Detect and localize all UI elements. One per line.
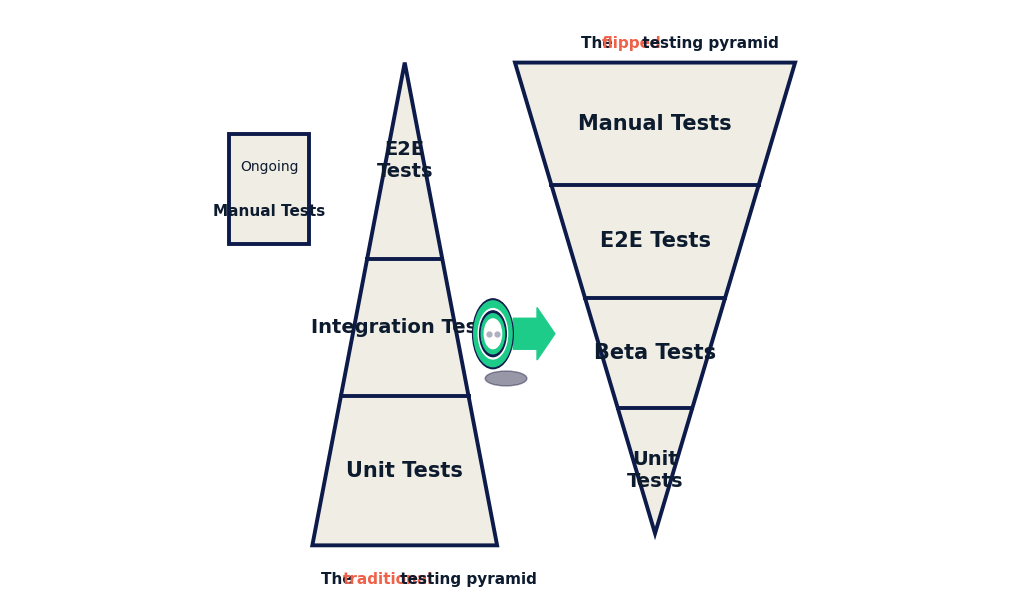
Text: Manual Tests: Manual Tests (579, 114, 732, 134)
Text: Manual Tests: Manual Tests (213, 204, 326, 219)
Text: traditional: traditional (343, 572, 433, 587)
FancyBboxPatch shape (229, 134, 309, 244)
Ellipse shape (484, 319, 502, 349)
Ellipse shape (474, 301, 512, 367)
Text: Ongoing: Ongoing (240, 160, 298, 174)
Ellipse shape (478, 309, 508, 359)
Text: testing pyramid: testing pyramid (637, 36, 778, 51)
FancyArrow shape (513, 308, 555, 360)
Text: Unit
Tests: Unit Tests (627, 451, 683, 491)
Ellipse shape (473, 299, 513, 369)
Polygon shape (312, 63, 497, 545)
Text: Unit Tests: Unit Tests (346, 461, 463, 481)
Ellipse shape (479, 311, 506, 356)
Text: E2E Tests: E2E Tests (599, 231, 711, 252)
Text: testing pyramid: testing pyramid (395, 572, 538, 587)
Ellipse shape (481, 313, 505, 354)
Text: The: The (322, 572, 358, 587)
Text: The: The (581, 36, 617, 51)
Text: Beta Tests: Beta Tests (594, 343, 716, 363)
Ellipse shape (485, 371, 527, 386)
Text: Integration Tests: Integration Tests (311, 318, 499, 337)
Text: flipped: flipped (602, 36, 662, 51)
Polygon shape (515, 63, 795, 533)
Text: E2E
Tests: E2E Tests (377, 141, 433, 181)
